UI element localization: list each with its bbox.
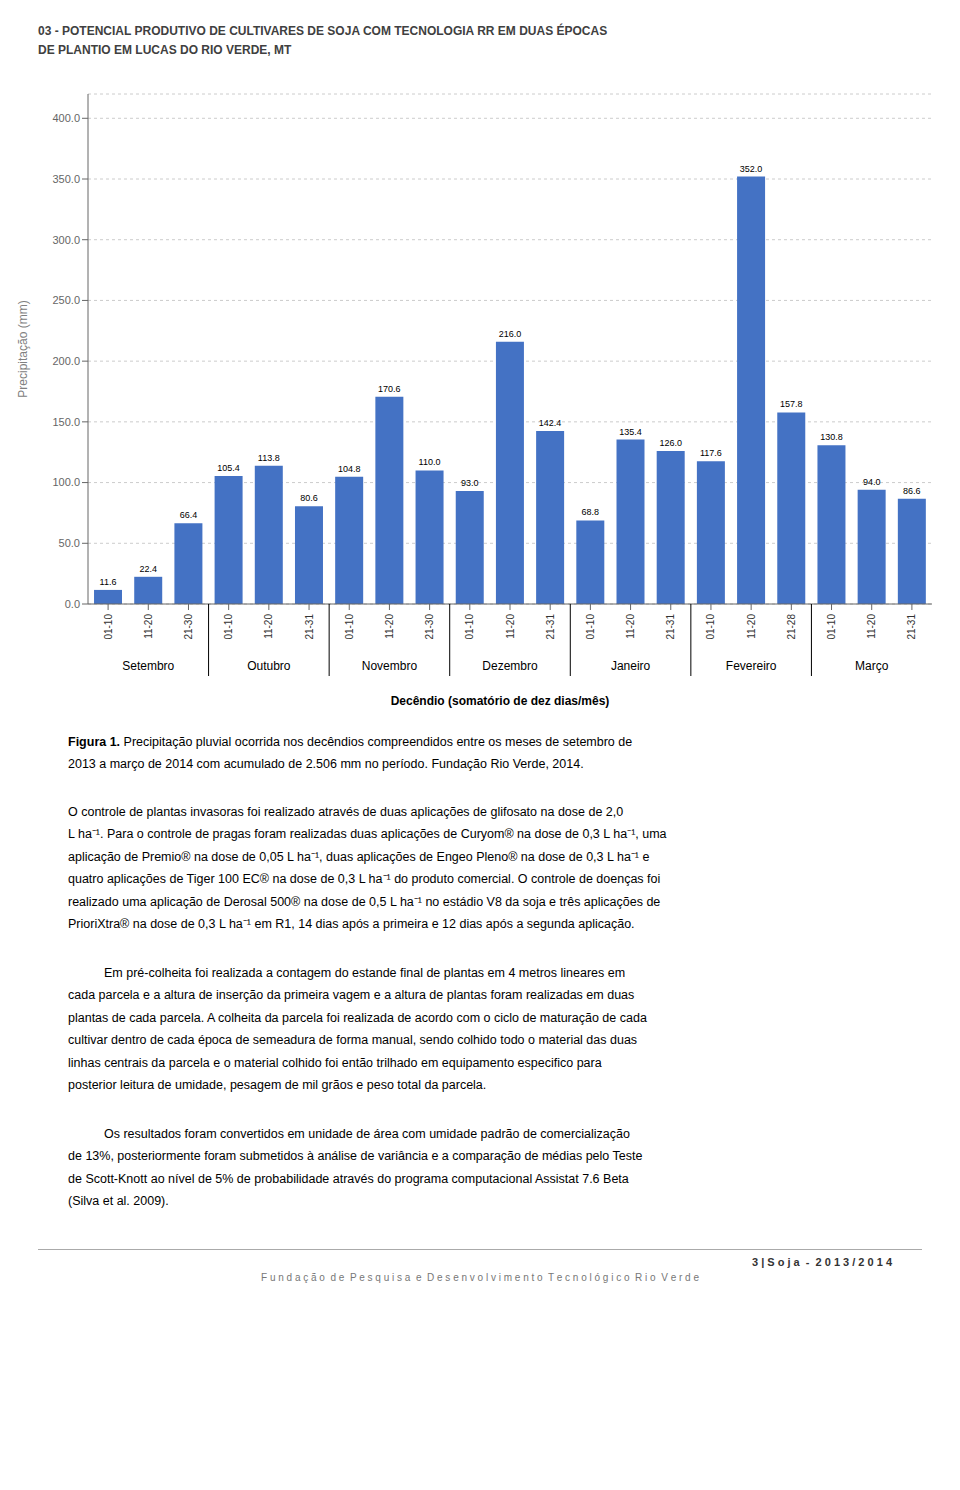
- svg-text:Dezembro: Dezembro: [482, 659, 538, 673]
- svg-text:300.0: 300.0: [52, 234, 80, 246]
- html-text:Figura 1. Precipitação pluvial: Figura 1. Precipitação pluvial ocorrida …: [68, 735, 633, 771]
- svg-text:94.0: 94.0: [863, 477, 881, 487]
- svg-text:11-20: 11-20: [143, 614, 154, 639]
- svg-text:250.0: 250.0: [52, 295, 80, 307]
- html-text:3 | S o j a - 2 0 1 3 / 2 0 1: 3 | S o j a - 2 0 1 3 / 2 0 1 4: [752, 1255, 892, 1268]
- svg-text:01-10: 01-10: [464, 614, 475, 640]
- svg-text:01-10: 01-10: [585, 614, 596, 640]
- svg-text:11-20: 11-20: [625, 614, 636, 639]
- html-text:03 - POTENCIAL PRODUTIVO DE CU: 03 - POTENCIAL PRODUTIVO DE CULTIVARES D…: [38, 24, 608, 58]
- html-text:Decêndio (somatório de dez dia: Decêndio (somatório de dez dias/mês): [390, 694, 610, 709]
- svg-text:21-31: 21-31: [304, 614, 315, 640]
- svg-text:66.4: 66.4: [180, 511, 198, 521]
- svg-text:157.8: 157.8: [780, 400, 803, 410]
- svg-text:21-30: 21-30: [424, 614, 435, 640]
- svg-text:80.6: 80.6: [300, 494, 318, 504]
- svg-text:Março: Março: [855, 659, 889, 673]
- svg-text:200.0: 200.0: [52, 355, 80, 367]
- svg-text:50.0: 50.0: [59, 538, 80, 550]
- svg-text:130.8: 130.8: [820, 433, 843, 443]
- svg-text:126.0: 126.0: [659, 438, 682, 448]
- svg-text:11.6: 11.6: [100, 577, 117, 587]
- svg-text:21-31: 21-31: [545, 614, 556, 640]
- svg-text:93.0: 93.0: [461, 478, 479, 488]
- svg-text:21-30: 21-30: [183, 614, 194, 640]
- svg-text:0.0: 0.0: [65, 598, 80, 610]
- html-text:O controle de plantas invasora: O controle de plantas invasoras foi real…: [68, 804, 667, 932]
- svg-text:Precipitação (mm): Precipitação (mm): [16, 301, 30, 398]
- svg-text:11-20: 11-20: [263, 614, 274, 639]
- html-text:Em pré-colheita foi realizada: Em pré-colheita foi realizada a contagem…: [68, 965, 647, 1093]
- svg-text:68.8: 68.8: [582, 508, 600, 518]
- svg-text:21-31: 21-31: [906, 614, 917, 640]
- html-text:Os resultados foram convertido: Os resultados foram convertidos em unida…: [68, 1126, 643, 1209]
- svg-text:21-31: 21-31: [665, 614, 676, 640]
- svg-text:135.4: 135.4: [619, 427, 642, 437]
- svg-text:Setembro: Setembro: [122, 659, 174, 673]
- svg-text:21-28: 21-28: [786, 614, 797, 640]
- svg-text:01-10: 01-10: [103, 614, 114, 640]
- svg-text:Janeiro: Janeiro: [611, 659, 651, 673]
- svg-text:01-10: 01-10: [826, 614, 837, 640]
- svg-text:142.4: 142.4: [539, 418, 562, 428]
- svg-text:11-20: 11-20: [746, 614, 757, 639]
- svg-text:150.0: 150.0: [52, 416, 80, 428]
- svg-text:86.6: 86.6: [903, 486, 921, 496]
- svg-text:Fevereiro: Fevereiro: [726, 659, 777, 673]
- svg-text:117.6: 117.6: [700, 449, 722, 459]
- svg-text:100.0: 100.0: [52, 477, 80, 489]
- svg-text:350.0: 350.0: [52, 173, 80, 185]
- svg-text:01-10: 01-10: [223, 614, 234, 640]
- svg-text:11-20: 11-20: [384, 614, 395, 639]
- svg-text:352.0: 352.0: [740, 164, 763, 174]
- svg-text:216.0: 216.0: [499, 329, 522, 339]
- svg-text:Novembro: Novembro: [362, 659, 418, 673]
- svg-text:105.4: 105.4: [217, 463, 240, 473]
- svg-text:11-20: 11-20: [866, 614, 877, 639]
- html-text:F u n d a ç ã o d e P e s q u: F u n d a ç ã o d e P e s q u i s a e D …: [261, 1271, 699, 1283]
- svg-text:01-10: 01-10: [705, 614, 716, 640]
- svg-text:Outubro: Outubro: [247, 659, 291, 673]
- svg-text:22.4: 22.4: [139, 564, 157, 574]
- svg-text:110.0: 110.0: [419, 458, 441, 468]
- svg-text:400.0: 400.0: [52, 113, 80, 125]
- svg-text:113.8: 113.8: [258, 453, 280, 463]
- svg-text:104.8: 104.8: [338, 464, 361, 474]
- svg-text:01-10: 01-10: [344, 614, 355, 640]
- svg-text:170.6: 170.6: [378, 384, 401, 394]
- svg-text:11-20: 11-20: [505, 614, 516, 639]
